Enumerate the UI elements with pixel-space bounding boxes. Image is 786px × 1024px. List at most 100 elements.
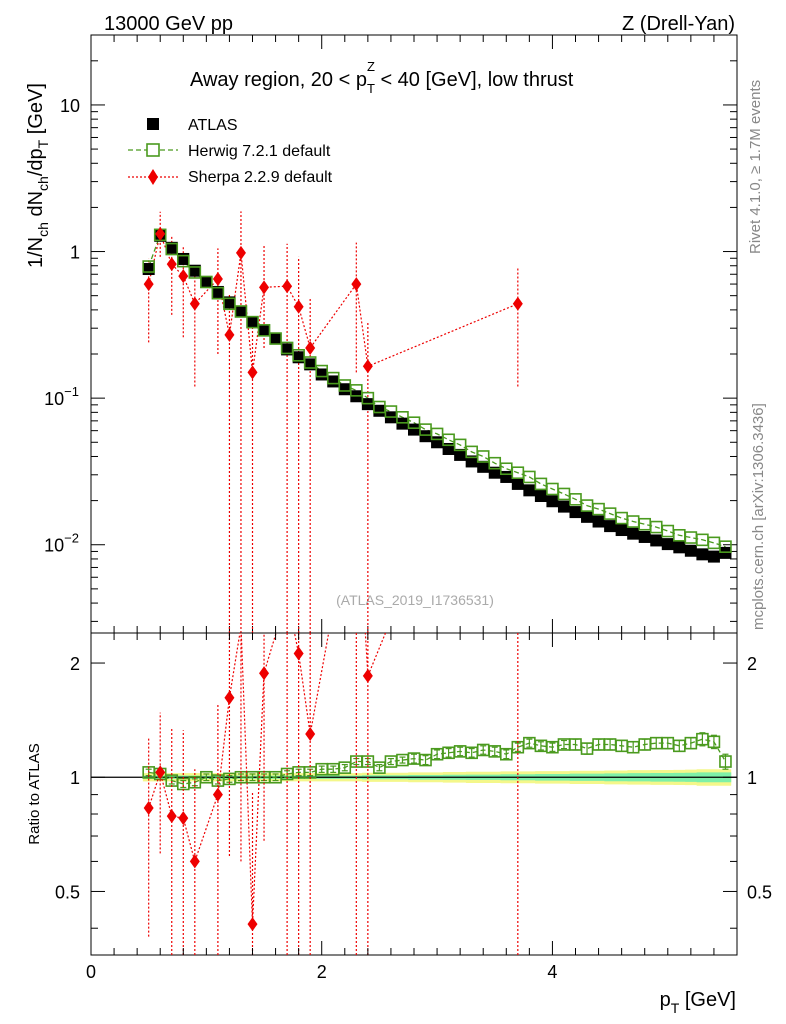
main-ticks bbox=[90, 34, 738, 633]
herwig-point bbox=[223, 297, 236, 311]
herwig-point bbox=[684, 531, 698, 544]
herwig-point bbox=[626, 515, 640, 528]
atlas-point bbox=[627, 527, 640, 540]
x-tick-label: 4 bbox=[547, 962, 557, 982]
atlas-point bbox=[604, 520, 617, 533]
atlas-point bbox=[177, 252, 190, 265]
herwig-point bbox=[638, 517, 652, 531]
legend-atlas-marker bbox=[147, 118, 159, 130]
atlas-point bbox=[165, 241, 178, 254]
mcplots-label: mcplots.cern.ch [arXiv:1306.3436] bbox=[750, 403, 767, 630]
ratio-y-tick-labels: 0.5 0.5 1 1 2 2 bbox=[55, 654, 772, 902]
analysis-watermark: (ATLAS_2019_I1736531) bbox=[336, 592, 494, 608]
sherpa-ratio-point bbox=[189, 854, 200, 869]
sherpa-point bbox=[259, 280, 270, 295]
legend-sherpa-marker bbox=[148, 169, 158, 185]
x-axis-label: pT [GeV] bbox=[660, 989, 736, 1016]
herwig-point bbox=[592, 502, 605, 516]
herwig-line bbox=[148, 233, 726, 548]
atlas-point bbox=[246, 316, 259, 329]
sherpa-ratio-point bbox=[224, 690, 235, 705]
sherpa-point bbox=[293, 299, 304, 314]
atlas-point bbox=[200, 275, 213, 288]
herwig-point bbox=[326, 371, 340, 385]
sherpa-point bbox=[282, 279, 293, 294]
atlas-point bbox=[707, 550, 720, 563]
herwig-point bbox=[384, 405, 398, 418]
herwig-point bbox=[569, 493, 582, 506]
x-tick-labels: 0 2 4 bbox=[86, 962, 557, 982]
herwig-point bbox=[280, 341, 294, 355]
sherpa-ratio-point bbox=[143, 800, 154, 815]
sherpa-point bbox=[351, 277, 362, 292]
herwig-point bbox=[453, 438, 467, 452]
herwig-point bbox=[246, 315, 259, 329]
x-tick-label: 0 bbox=[86, 962, 96, 982]
herwig-point bbox=[476, 450, 490, 463]
herwig-point bbox=[292, 348, 305, 362]
atlas-point bbox=[684, 544, 697, 557]
atlas-point bbox=[581, 510, 594, 523]
plot-title: Away region, 20 < pTZ < 40 [GeV], low th… bbox=[190, 59, 574, 96]
sherpa-point bbox=[155, 226, 166, 241]
atlas-point bbox=[258, 324, 271, 337]
sherpa-point bbox=[224, 327, 235, 342]
sherpa-ratio-group bbox=[143, 633, 519, 955]
atlas-point bbox=[650, 534, 663, 547]
herwig-point bbox=[315, 364, 329, 378]
atlas-point bbox=[661, 538, 674, 551]
y-tick-label: 1 bbox=[70, 243, 80, 263]
ratio-y-tick-label-right: 2 bbox=[747, 654, 757, 674]
atlas-point bbox=[615, 524, 628, 537]
herwig-point bbox=[523, 470, 536, 484]
atlas-point bbox=[373, 404, 386, 417]
herwig-point bbox=[557, 487, 571, 501]
herwig-point bbox=[442, 433, 455, 447]
herwig-point bbox=[338, 379, 352, 392]
herwig-point bbox=[269, 332, 282, 345]
ratio-ticks bbox=[90, 633, 738, 955]
atlas-point bbox=[546, 495, 559, 508]
sherpa-ratio-point bbox=[212, 787, 223, 802]
ratio-y-tick-label-right: 0.5 bbox=[747, 882, 772, 902]
herwig-point bbox=[211, 286, 225, 300]
herwig-ratio-point bbox=[707, 735, 721, 749]
sherpa-line bbox=[148, 231, 519, 373]
herwig-ratio-point bbox=[719, 755, 732, 768]
atlas-point bbox=[534, 490, 547, 503]
legend-atlas-label: ATLAS bbox=[188, 117, 238, 134]
sherpa-point bbox=[166, 257, 177, 272]
sherpa-ratio-point bbox=[247, 917, 258, 932]
sherpa-point bbox=[512, 296, 523, 311]
herwig-point bbox=[430, 427, 444, 441]
herwig-point bbox=[419, 423, 432, 436]
sherpa-point bbox=[247, 365, 258, 380]
sherpa-ratio-point bbox=[178, 811, 189, 826]
herwig-point bbox=[257, 324, 271, 337]
herwig-point bbox=[188, 266, 202, 279]
herwig-point bbox=[511, 466, 525, 480]
ratio-panel-frame bbox=[90, 632, 738, 956]
atlas-point bbox=[488, 466, 501, 479]
sherpa-point bbox=[189, 296, 200, 311]
legend-herwig-marker bbox=[146, 143, 160, 157]
atlas-point bbox=[673, 541, 686, 554]
y-tick-label: 10 bbox=[60, 96, 80, 116]
legend: ATLAS Herwig 7.2.1 default Sherpa 2.2.9 … bbox=[128, 117, 333, 186]
sherpa-ratio-point bbox=[362, 668, 373, 683]
herwig-point bbox=[615, 511, 628, 525]
y-axis-label: 1/Nch dNch/dpT [GeV] bbox=[25, 83, 51, 268]
y-tick-label: 10−2 bbox=[44, 531, 79, 556]
sherpa-point bbox=[305, 340, 316, 355]
atlas-point bbox=[523, 484, 536, 497]
herwig-point bbox=[200, 275, 213, 289]
sherpa-point bbox=[212, 271, 223, 286]
herwig-point bbox=[719, 540, 732, 553]
atlas-point bbox=[638, 530, 651, 543]
herwig-point bbox=[696, 533, 709, 547]
sherpa-ratio-point bbox=[240, 633, 242, 634]
atlas-point bbox=[396, 417, 409, 430]
ratio-y-tick-label: 2 bbox=[70, 654, 80, 674]
atlas-point bbox=[419, 430, 432, 443]
atlas-point bbox=[338, 383, 351, 396]
